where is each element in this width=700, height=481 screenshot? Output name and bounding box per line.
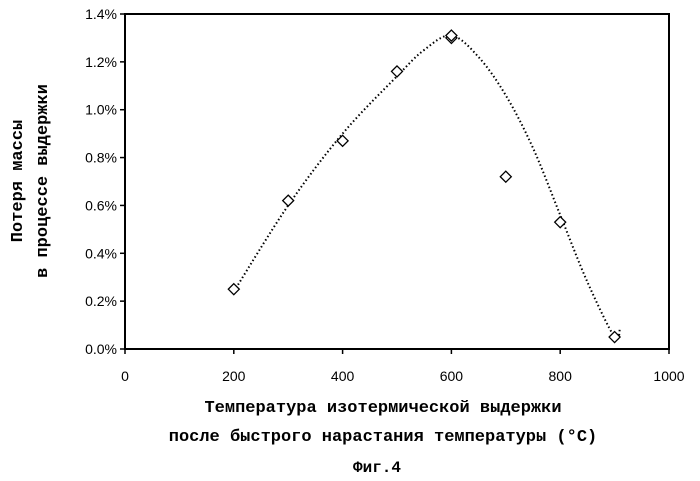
plot-area-frame [124, 13, 670, 350]
x-tick-label: 800 [549, 368, 573, 384]
x-axis-ticks: 0 200 400 600 800 1000 [121, 349, 685, 384]
y-tick-label: 0.2% [85, 293, 117, 309]
data-point [227, 282, 241, 296]
x-tick-label: 400 [331, 368, 355, 384]
y-tick-label: 0.6% [85, 197, 117, 213]
x-axis-title-line-1: Температура изотермической выдержки [204, 399, 561, 418]
data-point [281, 194, 295, 208]
data-point [444, 29, 458, 42]
data-point [336, 134, 350, 148]
figure-label: Фиг.4 [353, 459, 401, 477]
data-point [499, 170, 513, 184]
x-axis-title-line-2: после быстрого нарастания температуры (°… [169, 428, 597, 447]
y-tick-label: 1.2% [85, 54, 117, 70]
data-point [390, 65, 404, 78]
y-tick-label: 1.0% [85, 102, 117, 118]
y-axis-ticks: 0.0% 0.2% 0.4% 0.6% 0.8% 1.0% 1.2% 1.4% [85, 6, 125, 357]
x-tick-label: 200 [222, 368, 246, 384]
trendline [232, 34, 622, 340]
data-points-layer [227, 29, 622, 344]
y-tick-label: 0.4% [85, 245, 117, 261]
y-axis-title-line-2: в процессе выдержки [34, 84, 53, 278]
y-tick-label: 0.8% [85, 150, 117, 166]
y-axis-title-line-1: Потеря массы [9, 120, 28, 242]
x-tick-label: 0 [121, 368, 129, 384]
data-point [553, 215, 567, 229]
x-tick-label: 600 [440, 368, 464, 384]
y-tick-label: 0.0% [85, 341, 117, 357]
data-point [608, 330, 622, 344]
y-tick-label: 1.4% [85, 6, 117, 22]
x-tick-label: 1000 [653, 368, 684, 384]
trendline-layer [232, 34, 622, 340]
